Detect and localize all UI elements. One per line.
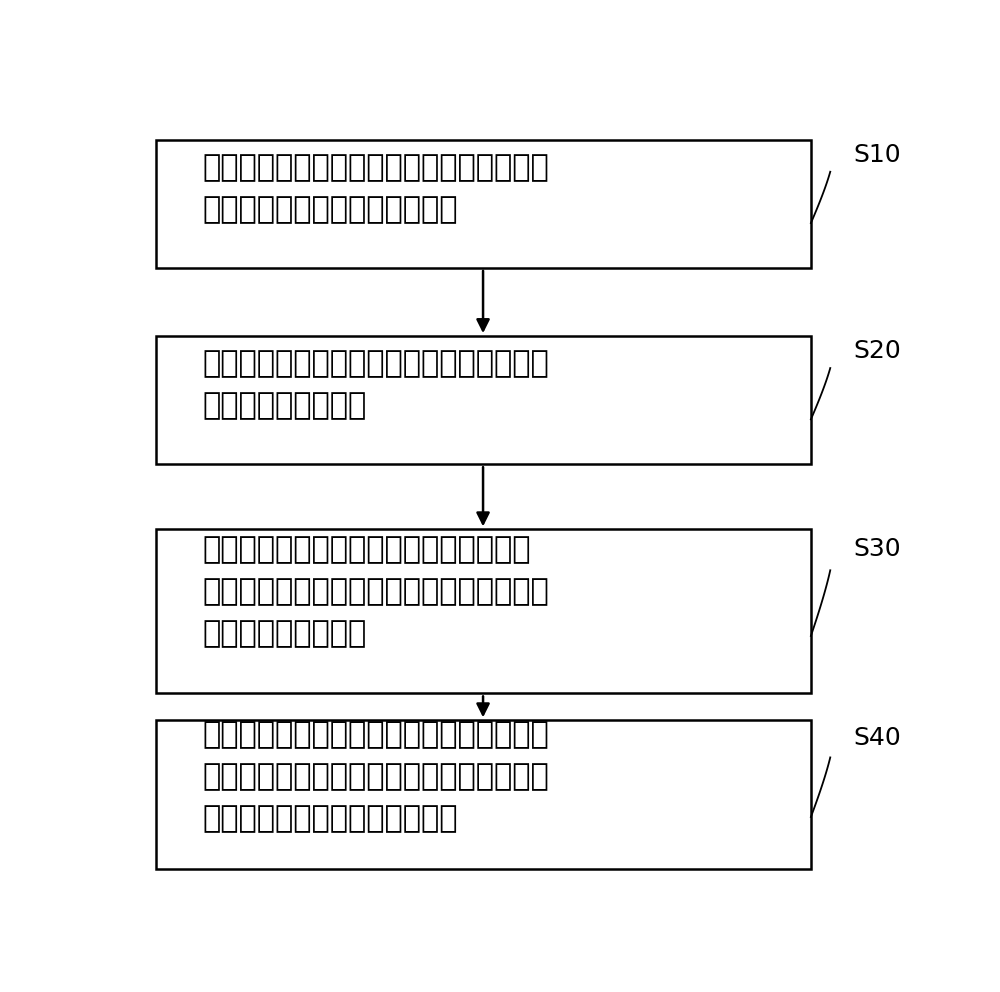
Text: S40: S40 <box>854 726 901 750</box>
Text: S20: S20 <box>854 339 901 363</box>
Bar <box>156 140 811 268</box>
Text: 基于所述熔接参数和待熔接点信息生成熔
接控制指令，根据所述熔接控制指令对管道
的待熔接点进行熔接: 基于所述熔接参数和待熔接点信息生成熔 接控制指令，根据所述熔接控制指令对管道 的… <box>202 536 549 648</box>
Text: 实时获取管道熔接过程中的熔接数据，基于
所述熔接数据获取熔接质量数据，根据所述
熔接质量数据生成熔接质量报告: 实时获取管道熔接过程中的熔接数据，基于 所述熔接数据获取熔接质量数据，根据所述 … <box>202 720 549 833</box>
Text: S30: S30 <box>854 537 901 560</box>
Bar <box>156 336 811 464</box>
Text: 获取待熔接管道图像信息，基于所述待熔接
管道图像信息获取待熔接点信息: 获取待熔接管道图像信息，基于所述待熔接 管道图像信息获取待熔接点信息 <box>202 153 549 224</box>
Text: 根据所述待熔接点信息在预设的熔接参数数
据库内获取熔接参数: 根据所述待熔接点信息在预设的熔接参数数 据库内获取熔接参数 <box>202 349 549 420</box>
Bar <box>156 529 811 693</box>
Bar <box>156 720 811 869</box>
Text: S10: S10 <box>854 143 901 167</box>
